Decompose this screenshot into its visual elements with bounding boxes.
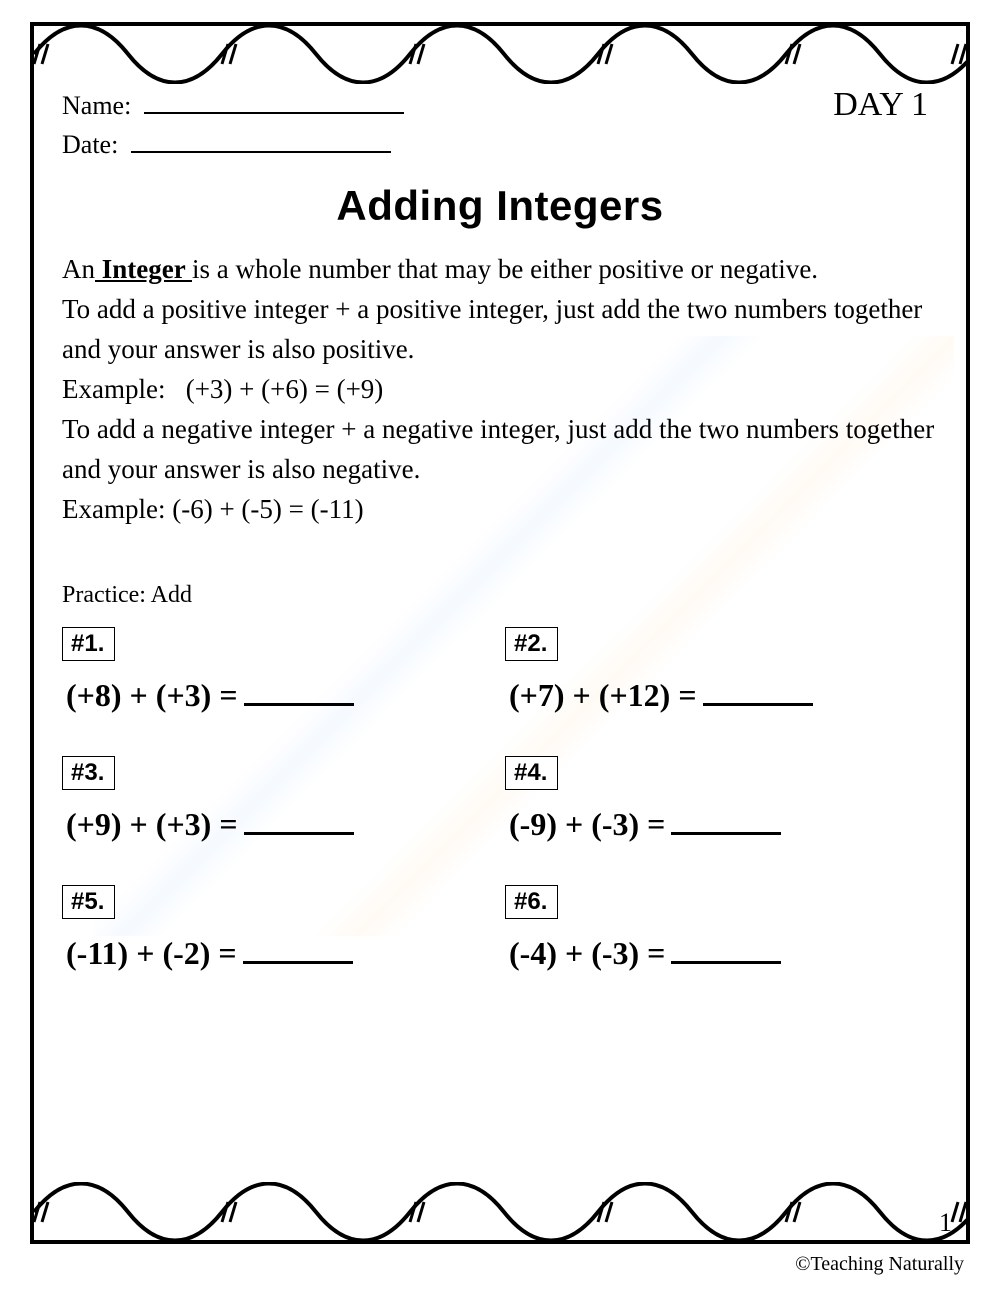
problem-6: #6. (-4) + (-3) = (505, 885, 938, 972)
problem-number: #1. (62, 627, 115, 661)
problem-number: #5. (62, 885, 115, 919)
problem-1: #1. (+8) + (+3) = (62, 627, 495, 714)
answer-blank[interactable] (244, 682, 354, 706)
problem-2: #2. (+7) + (+12) = (505, 627, 938, 714)
example1-expr: (+3) + (+6) = (+9) (186, 374, 384, 404)
example2-label: Example: (62, 494, 165, 524)
problem-expression: (+9) + (+3) = (66, 806, 495, 843)
problem-4: #4. (-9) + (-3) = (505, 756, 938, 843)
answer-blank[interactable] (244, 811, 354, 835)
answer-blank[interactable] (671, 811, 781, 835)
copyright-text: ©Teaching Naturally (795, 1253, 964, 1276)
date-line: Date: (62, 125, 404, 164)
intro-keyword: Integer (95, 254, 192, 284)
problem-number: #3. (62, 756, 115, 790)
intro-line3: To add a negative integer + a negative i… (62, 414, 934, 484)
bottom-wave-border (34, 1182, 966, 1242)
example2-expr: (-6) + (-5) = (-11) (172, 494, 363, 524)
problem-number: #4. (505, 756, 558, 790)
page-frame: Name: Date: DAY 1 Adding Integers An Int… (30, 22, 970, 1244)
intro-line1-suffix: is a whole number that may be either pos… (192, 254, 818, 284)
date-label: Date: (62, 130, 118, 159)
problem-expression: (-11) + (-2) = (66, 935, 495, 972)
problem-expression: (-4) + (-3) = (509, 935, 938, 972)
page-title: Adding Integers (62, 182, 938, 230)
name-line: Name: (62, 86, 404, 125)
example1-label: Example: (62, 374, 165, 404)
problem-3: #3. (+9) + (+3) = (62, 756, 495, 843)
day-label: DAY 1 (833, 86, 938, 124)
date-blank[interactable] (131, 130, 391, 153)
problem-5: #5. (-11) + (-2) = (62, 885, 495, 972)
name-label: Name: (62, 91, 131, 120)
page-number: 1 (939, 1208, 952, 1238)
answer-blank[interactable] (703, 682, 813, 706)
intro-text: An Integer is a whole number that may be… (62, 250, 938, 530)
answer-blank[interactable] (671, 940, 781, 964)
intro-line2: To add a positive integer + a positive i… (62, 294, 922, 364)
problem-expression: (-9) + (-3) = (509, 806, 938, 843)
practice-label: Practice: Add (62, 582, 938, 609)
problems-grid: #1. (+8) + (+3) = #2. (+7) + (+12) = #3.… (62, 627, 938, 972)
problem-number: #2. (505, 627, 558, 661)
intro-line1-prefix: An (62, 254, 95, 284)
header-row: Name: Date: DAY 1 (62, 86, 938, 164)
content-area: Name: Date: DAY 1 Adding Integers An Int… (62, 86, 938, 1180)
worksheet-page: Name: Date: DAY 1 Adding Integers An Int… (0, 0, 1000, 1294)
problem-number: #6. (505, 885, 558, 919)
top-wave-border (34, 24, 966, 84)
name-date-block: Name: Date: (62, 86, 404, 164)
answer-blank[interactable] (243, 940, 353, 964)
problem-expression: (+7) + (+12) = (509, 677, 938, 714)
problem-expression: (+8) + (+3) = (66, 677, 495, 714)
name-blank[interactable] (144, 91, 404, 114)
